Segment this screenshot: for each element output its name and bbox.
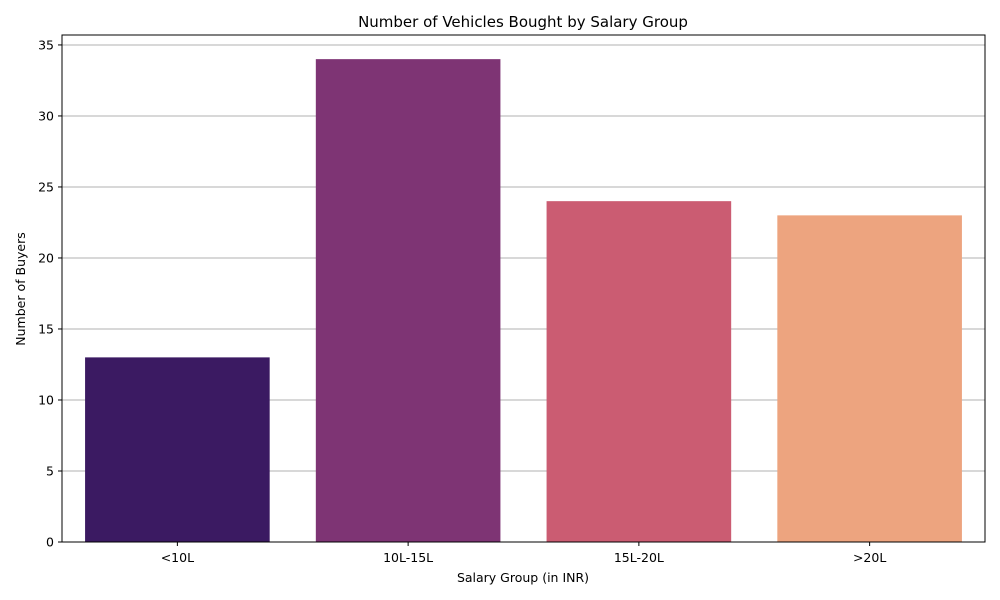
y-tick-label: 0 bbox=[46, 535, 54, 550]
x-tick-label: 10L-15L bbox=[383, 550, 433, 565]
y-tick-label: 20 bbox=[38, 250, 54, 265]
bar-2 bbox=[546, 201, 732, 542]
x-tick-label: 15L-20L bbox=[614, 550, 664, 565]
y-tick-label: 15 bbox=[38, 321, 54, 336]
chart-title: Number of Vehicles Bought by Salary Grou… bbox=[358, 13, 688, 31]
y-tick-label: 25 bbox=[38, 179, 54, 194]
y-axis-ticks: 0 5 10 15 20 25 30 35 bbox=[38, 37, 62, 550]
y-axis-label: Number of Buyers bbox=[13, 232, 28, 345]
y-tick-label: 5 bbox=[46, 463, 54, 478]
x-tick-label: <10L bbox=[161, 550, 194, 565]
y-tick-label: 35 bbox=[38, 37, 54, 52]
plot-frame bbox=[61, 34, 986, 543]
bars bbox=[85, 59, 962, 543]
bar-3 bbox=[777, 215, 962, 543]
bar-0 bbox=[85, 357, 270, 542]
y-tick-label: 30 bbox=[38, 108, 54, 123]
x-axis-label: Salary Group (in INR) bbox=[457, 570, 589, 585]
x-axis-ticks: <10L 10L-15L 15L-20L >20L bbox=[161, 542, 886, 565]
bar-1 bbox=[315, 59, 501, 543]
y-tick-label: 10 bbox=[38, 392, 54, 407]
x-tick-label: >20L bbox=[853, 550, 886, 565]
